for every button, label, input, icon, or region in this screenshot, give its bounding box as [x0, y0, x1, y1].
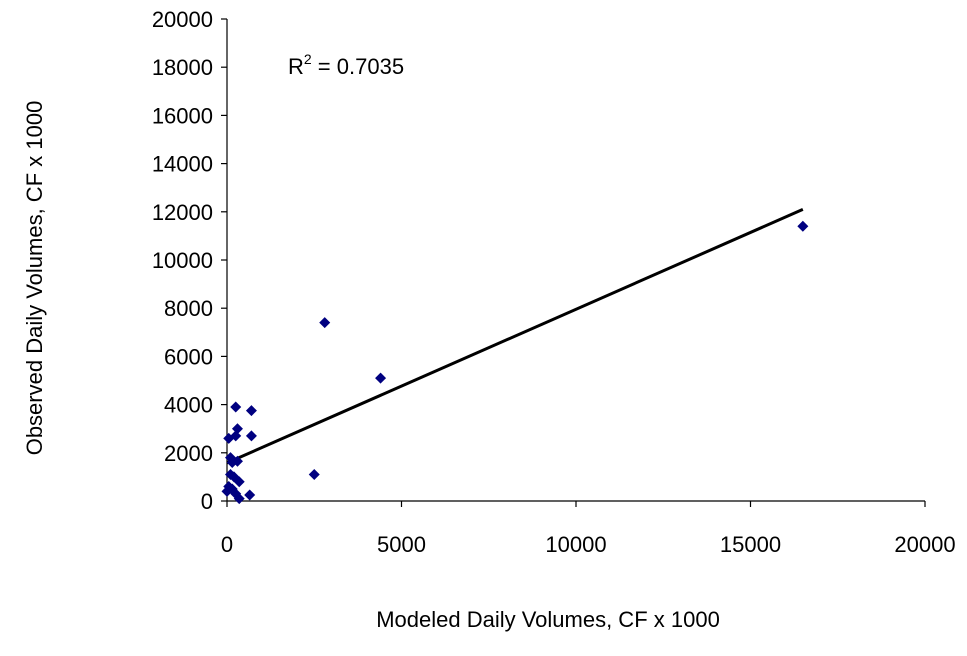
trendline-group — [226, 208, 804, 465]
data-point — [221, 485, 233, 497]
data-point — [224, 468, 236, 480]
data-point — [230, 401, 242, 413]
data-point — [244, 489, 256, 501]
y-tick-label: 4000 — [164, 393, 213, 418]
data-point — [245, 405, 257, 417]
x-tick-label: 15000 — [720, 532, 781, 557]
r-squared-value: = 0.7035 — [312, 54, 404, 79]
data-point — [226, 456, 238, 468]
data-point — [308, 468, 320, 480]
data-point — [223, 432, 235, 444]
y-tick-label: 0 — [201, 489, 213, 514]
y-tick-label: 2000 — [164, 441, 213, 466]
y-tick-label: 16000 — [152, 103, 213, 128]
data-point — [797, 220, 809, 232]
y-tick-label: 18000 — [152, 55, 213, 80]
x-axis-title: Modeled Daily Volumes, CF x 1000 — [376, 607, 720, 632]
data-point — [319, 317, 331, 329]
x-tick-label: 0 — [221, 532, 233, 557]
x-tick-label: 10000 — [545, 532, 606, 557]
r-squared-superscript: 2 — [304, 51, 312, 67]
x-tick-label: 5000 — [377, 532, 426, 557]
data-point — [245, 430, 257, 442]
y-ticks: 0 2000 4000 6000 8000 10000 12000 14000 16000 180… — [152, 7, 227, 514]
data-points — [221, 220, 809, 505]
y-tick-label: 12000 — [152, 200, 213, 225]
y-tick-label: 8000 — [164, 296, 213, 321]
y-axis-title: Observed Daily Volumes, CF x 1000 — [22, 101, 47, 456]
r-squared-base: R — [288, 54, 304, 79]
data-point — [233, 493, 245, 505]
axes: 0 5000 10000 15000 20000 0 2000 4000 6000 8000 10… — [152, 7, 956, 557]
data-point — [375, 372, 387, 384]
x-tick-label: 20000 — [894, 532, 955, 557]
y-tick-label: 20000 — [152, 7, 213, 32]
r-squared-annotation: R2 = 0.7035 — [288, 51, 404, 79]
y-tick-label: 10000 — [152, 248, 213, 273]
data-point — [233, 476, 245, 488]
trendline — [226, 208, 804, 465]
y-tick-label: 14000 — [152, 152, 213, 177]
x-ticks: 0 5000 10000 15000 20000 — [221, 501, 956, 557]
y-tick-label: 6000 — [164, 344, 213, 369]
